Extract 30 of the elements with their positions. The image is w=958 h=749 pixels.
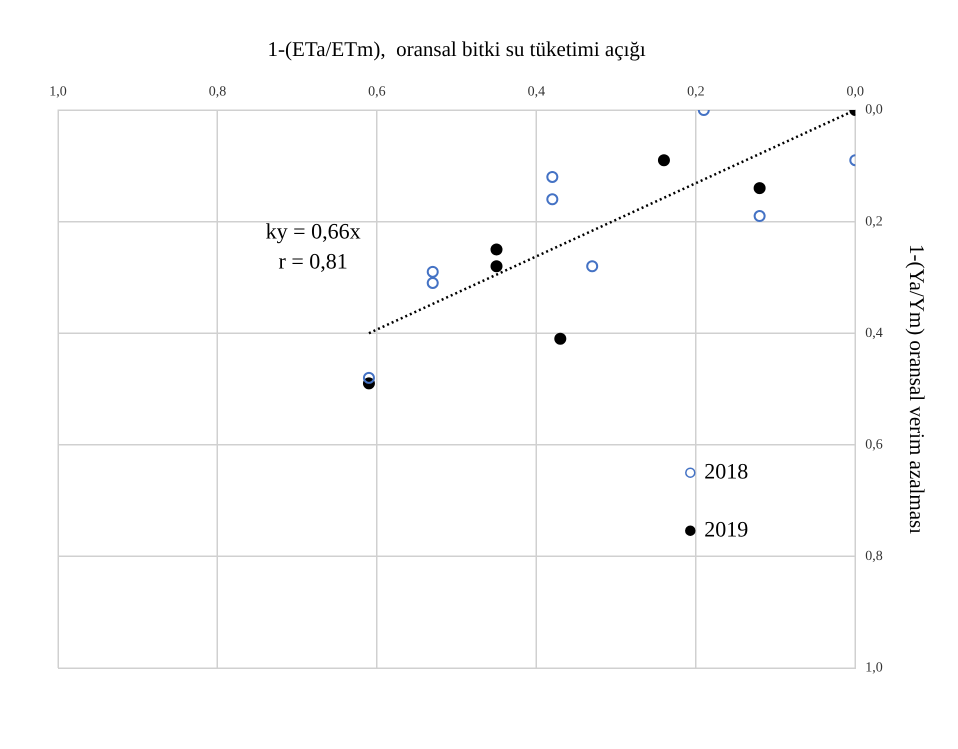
- point: [426, 266, 439, 278]
- x-tick-label: 0,0: [846, 84, 864, 100]
- y-tick-label: 0,0: [865, 102, 883, 118]
- y-tick-label: 0,2: [865, 214, 883, 230]
- point: [658, 154, 670, 166]
- legend-label: 2019: [704, 516, 748, 542]
- point: [490, 260, 503, 272]
- point: [754, 182, 766, 194]
- y-tick-label: 1,0: [865, 660, 883, 676]
- annotation: ky = 0,66x: [266, 218, 361, 244]
- y-tick-label: 0,4: [865, 326, 883, 341]
- annotation: r = 0,81: [278, 248, 348, 274]
- y-tick-label: 0,8: [865, 549, 883, 564]
- point: [490, 244, 503, 256]
- point: [554, 332, 566, 345]
- point: [426, 276, 439, 289]
- x-axis-title: 1-(ETa/ETm), oransal bitki su tüketimi açığı: [268, 37, 646, 62]
- x-tick-label: 0,4: [528, 84, 546, 100]
- point: [586, 260, 598, 272]
- legend-label: 2018: [704, 458, 748, 484]
- point: [546, 193, 558, 206]
- y-tick-label: 0,6: [865, 437, 883, 452]
- point: [362, 372, 375, 384]
- y-axis-title: 1-(Ya/Ym) oransal verim azalması: [904, 244, 929, 534]
- x-tick-label: 0,6: [368, 84, 386, 100]
- x-tick-label: 0,8: [208, 84, 226, 100]
- point: [754, 210, 766, 222]
- x-tick-label: 1,0: [49, 84, 67, 100]
- point: [546, 170, 558, 183]
- x-tick-label: 0,2: [687, 84, 705, 100]
